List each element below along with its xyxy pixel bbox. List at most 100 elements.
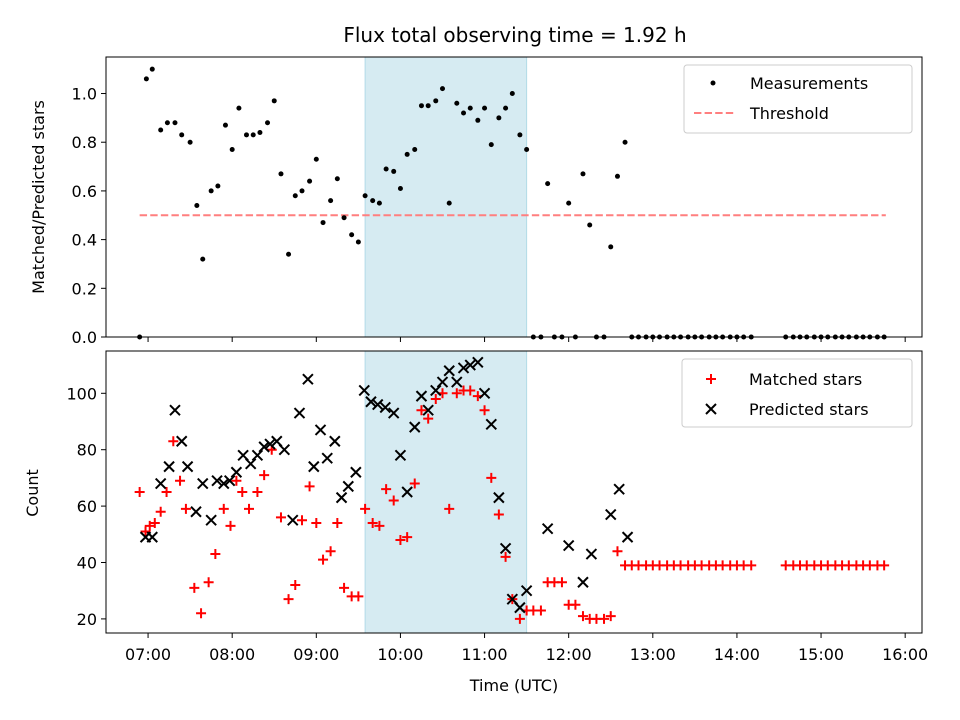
matched-stars-point-7 (175, 475, 186, 486)
matched-stars-point-67 (599, 613, 610, 624)
measurement-point-17 (257, 129, 263, 135)
predicted-stars-point-45 (457, 362, 470, 374)
legend-marker-predicted-stars (705, 403, 717, 415)
matched-stars-point-12 (210, 549, 221, 560)
legend-label-measurements: Measurements (750, 74, 868, 93)
predicted-stars-point-58 (585, 548, 598, 560)
measurement-point-22 (292, 193, 298, 199)
matched-stars-point-39 (402, 532, 413, 543)
measurement-point-64 (587, 222, 593, 228)
top-y-tick-label: 0.0 (72, 328, 97, 347)
top-y-ticks: 0.0 0.2 0.4 0.6 0.8 1.0 (72, 85, 106, 347)
measurement-point-40 (418, 103, 424, 109)
bottom-y-tick-label: 40 (77, 554, 97, 573)
matched-stars-point-13 (218, 503, 229, 514)
matched-stars-point-36 (381, 484, 392, 495)
predicted-stars-point-35 (387, 407, 400, 419)
measurement-point-4 (164, 120, 170, 126)
matched-stars-point-5 (161, 487, 172, 497)
bottom-data-points (134, 356, 890, 624)
bottom-legend-box (681, 358, 913, 428)
measurement-point-46 (461, 110, 467, 116)
predicted-stars-point-51 (499, 542, 512, 555)
predicted-stars-point-27 (329, 435, 341, 447)
matched-stars-point-9 (189, 582, 200, 593)
measurement-point-24 (307, 178, 313, 184)
measurement-point-8 (194, 203, 200, 209)
predicted-stars-point-23 (302, 373, 314, 385)
x-tick-label: 10:00 (377, 645, 423, 664)
matched-stars-point-26 (311, 518, 322, 529)
predicted-stars-point-8 (197, 477, 209, 490)
predicted-stars-point-18 (264, 438, 276, 450)
measurement-point-33 (370, 198, 376, 204)
top-axes-frame (105, 56, 923, 338)
matched-stars-point-69 (612, 546, 623, 557)
predicted-stars-point-20 (278, 443, 291, 456)
top-y-tick-label: 0.6 (72, 182, 97, 201)
matched-stars-point-40 (409, 478, 420, 489)
matched-stars-point-34 (367, 518, 378, 529)
matched-stars-point-37 (388, 495, 399, 506)
matched-stars-point-18 (252, 487, 263, 497)
matched-stars-point-103 (879, 560, 890, 571)
measurement-point-20 (278, 171, 284, 177)
measurement-point-12 (222, 122, 228, 128)
measurement-point-51 (496, 115, 502, 121)
bottom-legend: Matched stars Predicted stars (681, 358, 913, 428)
bottom-y-tick-label: 20 (77, 610, 97, 629)
x-tick-label: 15:00 (798, 645, 844, 664)
top-data-points (137, 66, 887, 340)
predicted-stars-point-59 (605, 508, 617, 521)
predicted-stars-point-47 (472, 356, 484, 368)
predicted-stars-point-55 (541, 522, 554, 535)
measurement-point-43 (439, 86, 445, 92)
measurement-point-15 (243, 132, 249, 138)
top-legend: Measurements Threshold (683, 64, 913, 134)
measurement-point-26 (320, 220, 326, 226)
measurement-point-16 (250, 132, 256, 138)
measurement-point-53 (509, 91, 515, 97)
predicted-stars-point-49 (485, 418, 497, 431)
matched-stars-point-52 (493, 509, 504, 520)
matched-stars-point-51 (486, 472, 497, 483)
matched-stars-point-33 (360, 503, 371, 514)
predicted-stars-point-50 (493, 491, 505, 504)
matched-stars-point-42 (423, 413, 434, 424)
matched-stars-point-48 (465, 385, 476, 396)
predicted-stars-point-46 (464, 359, 476, 371)
measurement-point-3 (158, 127, 164, 133)
measurement-point-47 (467, 105, 473, 111)
predicted-stars-point-53 (514, 601, 526, 614)
legend-label-threshold: Threshold (749, 104, 829, 123)
bottom-y-tick-label: 80 (77, 441, 97, 460)
matched-stars-point-19 (259, 470, 270, 481)
matched-stars-point-24 (297, 515, 308, 526)
predicted-stars-point-21 (287, 514, 299, 526)
measurement-point-34 (376, 200, 382, 206)
matched-stars-point-45 (444, 503, 455, 514)
measurement-point-39 (412, 147, 418, 153)
matched-stars-point-41 (416, 405, 427, 416)
bottom-axes-frame (105, 350, 923, 634)
matched-stars-point-4 (155, 506, 166, 517)
predicted-stars-point-16 (251, 449, 264, 462)
matched-stars-point-28 (325, 546, 336, 557)
x-tick-label: 07:00 (125, 645, 171, 664)
measurement-point-49 (482, 105, 488, 111)
matched-stars-point-16 (237, 487, 248, 497)
predicted-stars-point-48 (478, 387, 491, 400)
matched-stars-point-6 (168, 436, 179, 447)
measurement-point-45 (454, 100, 460, 106)
predicted-stars-point-4 (169, 404, 181, 416)
measurement-point-37 (397, 185, 403, 191)
legend-label-matched-stars: Matched stars (749, 370, 862, 389)
measurement-point-69 (622, 139, 628, 145)
x-tick-label: 12:00 (546, 645, 592, 664)
bottom-x-ticks: 07:00 08:00 09:00 10:00 11:00 12:00 13:00 14:00… (125, 633, 928, 664)
top-panel: 0.0 0.2 0.4 0.6 0.8 1.0 Flux total observing … (29, 23, 923, 347)
bottom-y-axis-label: Count (23, 469, 42, 517)
predicted-stars-point-28 (335, 491, 348, 504)
predicted-stars-point-3 (163, 460, 175, 473)
matched-stars-point-58 (535, 605, 546, 616)
